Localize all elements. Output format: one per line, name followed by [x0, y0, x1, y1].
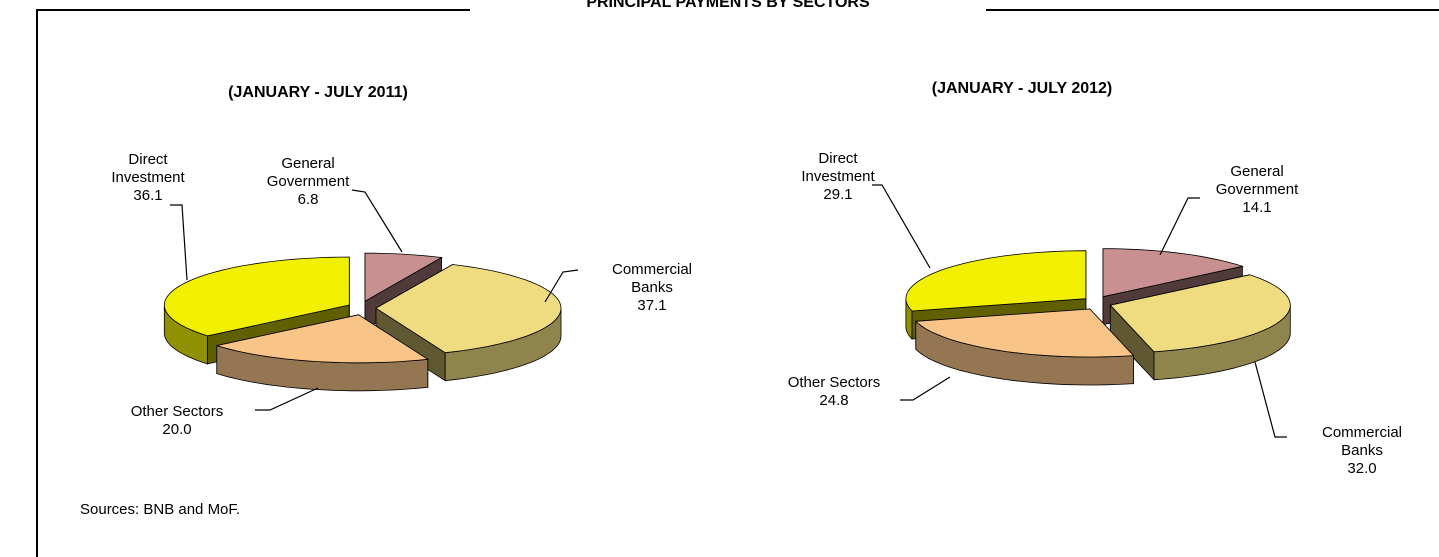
slice-value: 20.0 — [162, 421, 192, 438]
pie-slice — [164, 256, 350, 337]
slice-category: Direct Investment — [111, 151, 185, 186]
pie-slice — [905, 250, 1087, 312]
leader-line — [1159, 197, 1200, 256]
source-note: Sources: BNB and MoF. — [80, 501, 240, 518]
slice-value: 6.8 — [297, 191, 319, 208]
leader-line — [1254, 361, 1287, 438]
slice-group — [1109, 274, 1291, 381]
pie-slice — [375, 264, 562, 354]
chart-subtitle: (JANUARY - JULY 2011) — [228, 84, 408, 101]
slice-label: General Government 14.1 — [1202, 163, 1312, 217]
slice-label: Commercial Banks 37.1 — [597, 261, 707, 315]
slice-group — [914, 307, 1135, 386]
slice-category: General Government — [266, 155, 350, 190]
slice-value: 29.1 — [823, 186, 853, 203]
slice-label: Other Sectors 24.8 — [788, 374, 881, 410]
slice-label: Direct Investment 29.1 — [788, 150, 888, 204]
leader-line — [351, 189, 403, 253]
chart-subtitle: (JANUARY - JULY 2012) — [932, 80, 1113, 97]
slice-group — [216, 314, 429, 392]
leader-line — [872, 184, 931, 269]
slice-label: General Government 6.8 — [253, 155, 363, 209]
title-bg — [470, 0, 986, 11]
pie-slice — [914, 308, 1135, 358]
pie-slice — [364, 252, 443, 302]
pie-slice — [1109, 274, 1291, 353]
slice-value: 37.1 — [637, 297, 667, 314]
slice-category: Other Sectors — [130, 403, 224, 420]
slice-group — [375, 263, 562, 382]
slice-value: 24.8 — [819, 392, 849, 409]
slice-label: Other Sectors 20.0 — [131, 403, 224, 439]
leader-line — [255, 387, 319, 411]
slice-category: Direct Investment — [801, 150, 875, 185]
slice-value: 14.1 — [1242, 199, 1272, 216]
leader-line — [170, 204, 188, 281]
leader-line — [900, 376, 951, 401]
slice-category: Other Sectors — [787, 374, 881, 391]
slice-value: 32.0 — [1347, 460, 1377, 477]
leader-line — [544, 269, 579, 303]
pie-slice — [1102, 248, 1244, 298]
slice-value: 36.1 — [133, 187, 163, 204]
slice-category: Commercial Banks — [611, 261, 692, 296]
slice-category: General Government — [1215, 163, 1299, 198]
slice-category: Commercial Banks — [1321, 424, 1402, 459]
slice-label: Direct Investment 36.1 — [98, 151, 198, 205]
chart-title: PRINCIPAL PAYMENTS BY SECTORS — [586, 0, 870, 11]
slice-label: Commercial Banks 32.0 — [1307, 424, 1417, 478]
pie-slice — [216, 314, 429, 364]
